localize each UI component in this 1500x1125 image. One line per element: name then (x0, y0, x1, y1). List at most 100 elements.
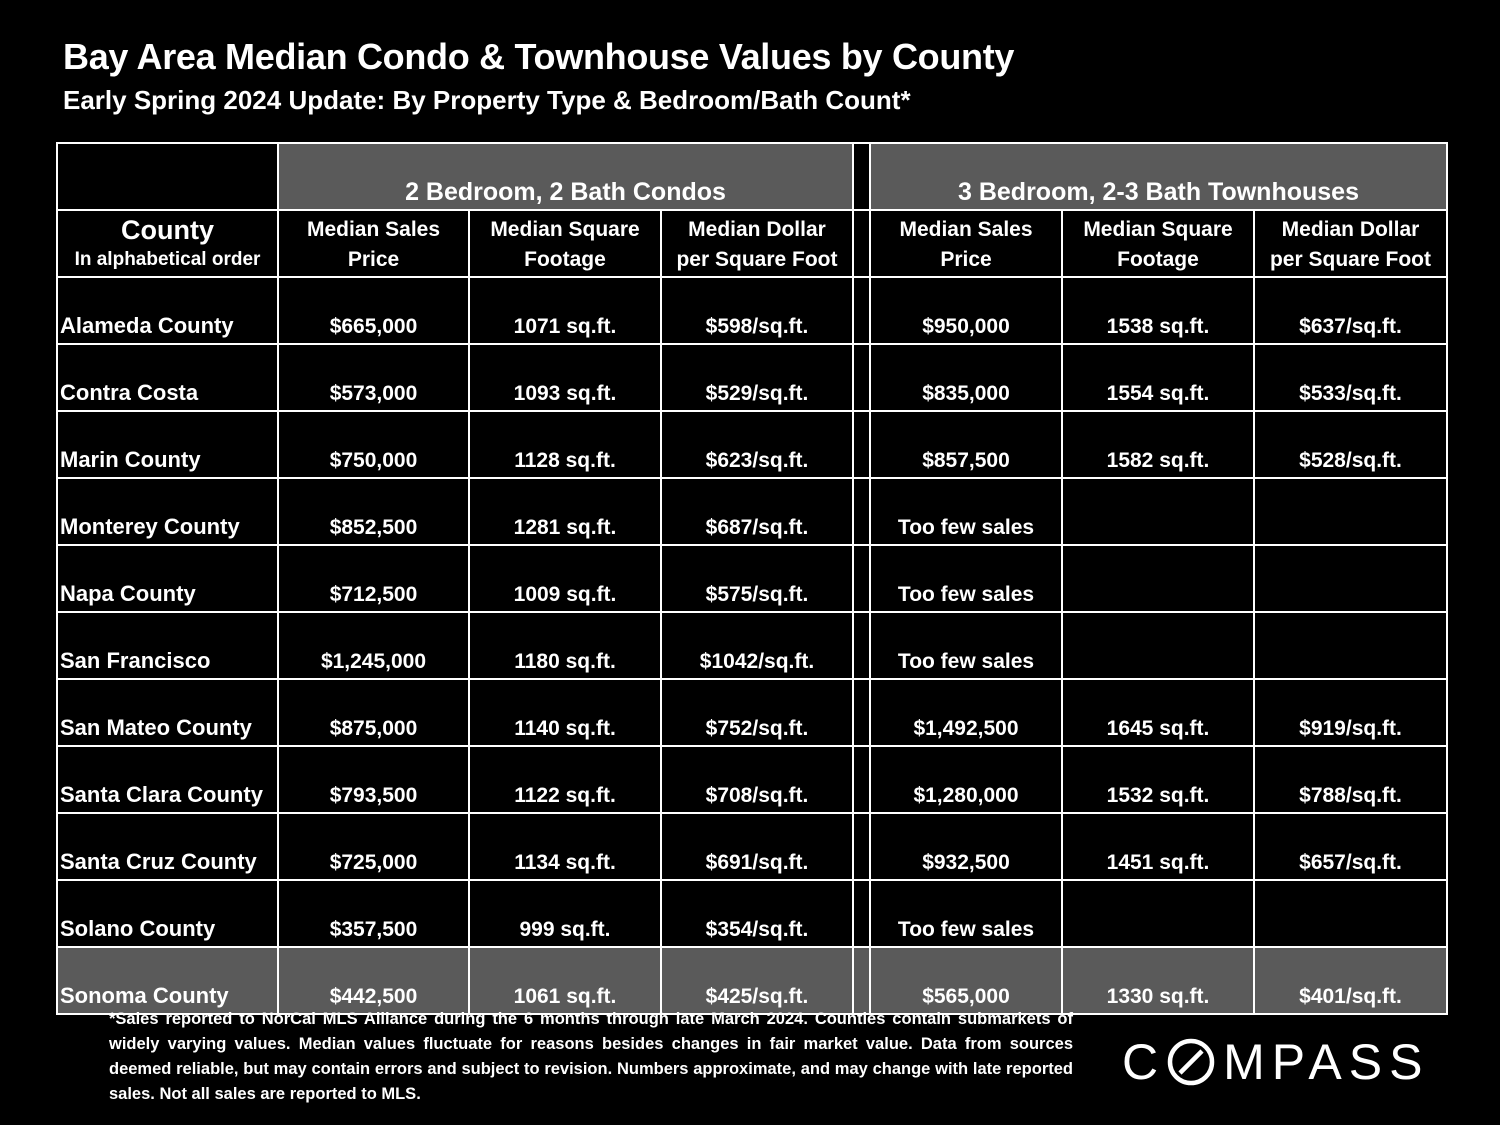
townhouse-ppsf-cell: $657/sq.ft. (1253, 812, 1448, 881)
townhouse-ppsf-cell: $637/sq.ft. (1253, 276, 1448, 345)
table-row: Santa Clara County $793,500 1122 sq.ft. $70… (56, 745, 1448, 814)
condo-sqft-cell: 1128 sq.ft. (468, 410, 662, 479)
condo-sqft-cell: 999 sq.ft. (468, 879, 662, 948)
column-separator (852, 678, 871, 747)
townhouse-ppsf-cell (1253, 544, 1448, 613)
compass-logo: C MPASS (1122, 1033, 1429, 1091)
townhouse-sqft-header: Median Square Footage (1061, 209, 1255, 278)
townhouse-price-cell: Too few sales (869, 879, 1063, 948)
county-cell: Santa Clara County (56, 745, 279, 814)
column-separator (852, 343, 871, 412)
condo-sqft-cell: 1061 sq.ft. (468, 946, 662, 1015)
condo-ppsf-cell: $598/sq.ft. (660, 276, 854, 345)
condo-ppsf-cell: $708/sq.ft. (660, 745, 854, 814)
townhouses-group-header: 3 Bedroom, 2-3 Bath Townhouses (869, 142, 1448, 211)
county-column-header: County In alphabetical order (56, 209, 279, 278)
townhouse-ppsf-cell: $401/sq.ft. (1253, 946, 1448, 1015)
compass-o-icon (1166, 1037, 1216, 1087)
condo-ppsf-cell: $752/sq.ft. (660, 678, 854, 747)
townhouse-price-cell: $565,000 (869, 946, 1063, 1015)
townhouse-sqft-cell (1061, 477, 1255, 546)
county-cell: Alameda County (56, 276, 279, 345)
condo-price-cell: $665,000 (277, 276, 470, 345)
townhouse-price-cell: Too few sales (869, 477, 1063, 546)
condo-sqft-cell: 1281 sq.ft. (468, 477, 662, 546)
townhouse-price-cell: $1,280,000 (869, 745, 1063, 814)
county-header-subtitle: In alphabetical order (74, 249, 261, 270)
column-separator (852, 745, 871, 814)
condo-ppsf-cell: $623/sq.ft. (660, 410, 854, 479)
townhouse-sqft-cell: 1582 sq.ft. (1061, 410, 1255, 479)
condo-sqft-cell: 1009 sq.ft. (468, 544, 662, 613)
county-header-title: County (121, 215, 214, 245)
condo-price-cell: $1,245,000 (277, 611, 470, 680)
condo-price-cell: $852,500 (277, 477, 470, 546)
county-cell: Napa County (56, 544, 279, 613)
table-row: San Mateo County $875,000 1140 sq.ft. $752/… (56, 678, 1448, 747)
table-row: Monterey County $852,500 1281 sq.ft. $687/s… (56, 477, 1448, 546)
table-row: Solano County $357,500 999 sq.ft. $354/sq.f… (56, 879, 1448, 948)
condo-sqft-header: Median Square Footage (468, 209, 662, 278)
condo-price-header: Median Sales Price (277, 209, 470, 278)
condo-sqft-cell: 1093 sq.ft. (468, 343, 662, 412)
table-row: Napa County $712,500 1009 sq.ft. $575/sq.ft… (56, 544, 1448, 613)
townhouse-ppsf-cell: $528/sq.ft. (1253, 410, 1448, 479)
county-cell: Santa Cruz County (56, 812, 279, 881)
townhouse-sqft-cell (1061, 879, 1255, 948)
townhouse-sqft-cell (1061, 544, 1255, 613)
condo-ppsf-cell: $1042/sq.ft. (660, 611, 854, 680)
condo-price-cell: $875,000 (277, 678, 470, 747)
townhouse-price-cell: Too few sales (869, 544, 1063, 613)
townhouse-price-cell: $835,000 (869, 343, 1063, 412)
townhouse-price-cell: $857,500 (869, 410, 1063, 479)
townhouse-ppsf-header: Median Dollar per Square Foot (1253, 209, 1448, 278)
townhouse-price-cell: $950,000 (869, 276, 1063, 345)
condo-ppsf-cell: $691/sq.ft. (660, 812, 854, 881)
county-cell: Sonoma County (56, 946, 279, 1015)
column-header-row: County In alphabetical order Median Sale… (56, 209, 1448, 278)
condo-price-cell: $750,000 (277, 410, 470, 479)
condo-price-cell: $712,500 (277, 544, 470, 613)
column-separator (852, 209, 871, 278)
townhouse-ppsf-cell: $788/sq.ft. (1253, 745, 1448, 814)
townhouse-ppsf-cell: $919/sq.ft. (1253, 678, 1448, 747)
townhouse-ppsf-cell (1253, 477, 1448, 546)
county-cell: Contra Costa (56, 343, 279, 412)
townhouse-sqft-cell (1061, 611, 1255, 680)
condo-sqft-cell: 1180 sq.ft. (468, 611, 662, 680)
townhouse-price-cell: $932,500 (869, 812, 1063, 881)
table-row: Contra Costa $573,000 1093 sq.ft. $529/sq.f… (56, 343, 1448, 412)
condo-price-cell: $725,000 (277, 812, 470, 881)
townhouse-price-header: Median Sales Price (869, 209, 1063, 278)
column-separator (852, 611, 871, 680)
column-separator (852, 142, 871, 211)
condo-price-cell: $442,500 (277, 946, 470, 1015)
empty-corner-cell (56, 142, 279, 211)
table-row: San Francisco $1,245,000 1180 sq.ft. $1042/… (56, 611, 1448, 680)
condo-sqft-cell: 1140 sq.ft. (468, 678, 662, 747)
column-separator (852, 410, 871, 479)
condo-price-cell: $573,000 (277, 343, 470, 412)
townhouse-ppsf-cell (1253, 879, 1448, 948)
table-row: Sonoma County $442,500 1061 sq.ft. $425/sq.… (56, 946, 1448, 1015)
column-separator (852, 544, 871, 613)
townhouse-sqft-cell: 1645 sq.ft. (1061, 678, 1255, 747)
condos-group-header: 2 Bedroom, 2 Bath Condos (277, 142, 854, 211)
condo-sqft-cell: 1122 sq.ft. (468, 745, 662, 814)
county-cell: Solano County (56, 879, 279, 948)
county-cell: San Mateo County (56, 678, 279, 747)
column-separator (852, 477, 871, 546)
column-separator (852, 879, 871, 948)
logo-lead-letter: C (1122, 1034, 1166, 1090)
table-row: Alameda County $665,000 1071 sq.ft. $598/sq… (56, 276, 1448, 345)
column-separator (852, 946, 871, 1015)
condo-price-cell: $357,500 (277, 879, 470, 948)
values-table: 2 Bedroom, 2 Bath Condos 3 Bedroom, 2-3 … (56, 142, 1448, 1015)
condo-price-cell: $793,500 (277, 745, 470, 814)
county-cell: Monterey County (56, 477, 279, 546)
condo-ppsf-cell: $425/sq.ft. (660, 946, 854, 1015)
townhouse-price-cell: $1,492,500 (869, 678, 1063, 747)
page-title: Bay Area Median Condo & Townhouse Values… (63, 36, 1015, 77)
condo-ppsf-header: Median Dollar per Square Foot (660, 209, 854, 278)
footnote: *Sales reported to NorCal MLS Alliance d… (109, 1010, 1073, 1103)
